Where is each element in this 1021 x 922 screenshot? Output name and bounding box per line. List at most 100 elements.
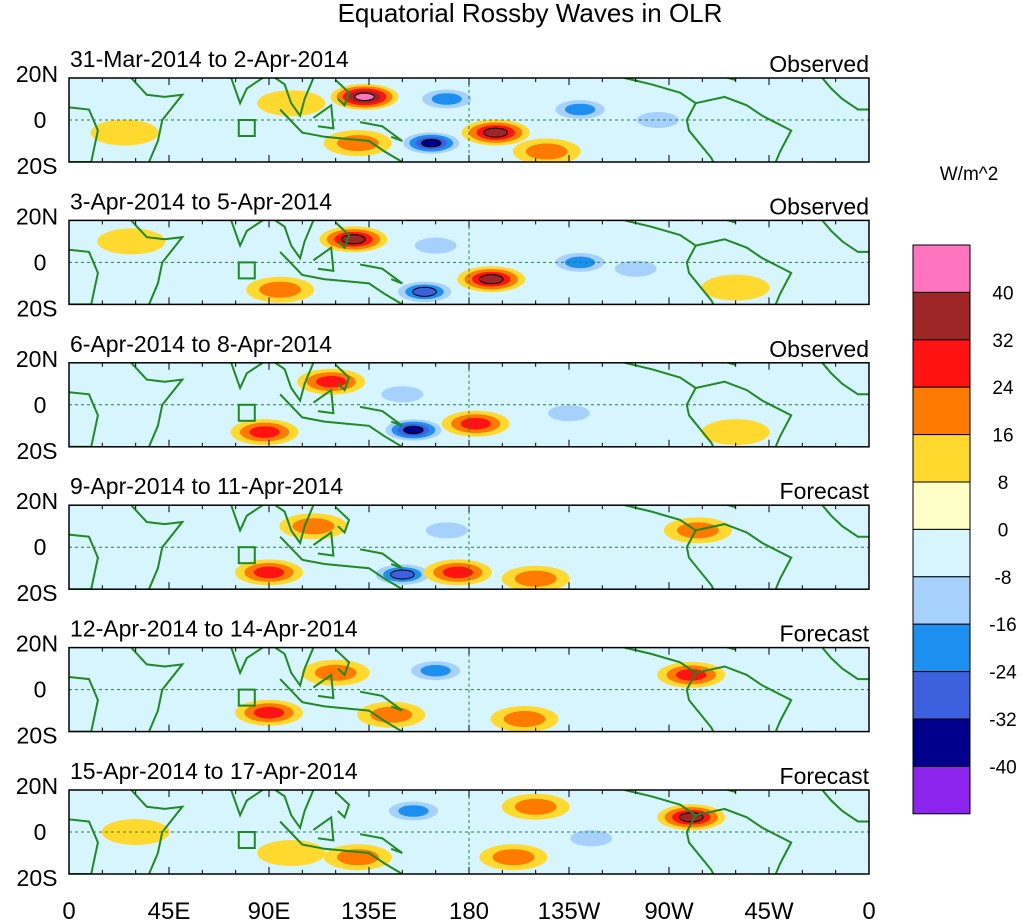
colorbar-swatch bbox=[912, 718, 971, 767]
colorbar-swatch bbox=[912, 671, 971, 720]
panel: 20N 0 20S 9-Apr-2014 to 11-Apr-2014 Forecast bbox=[16, 473, 870, 606]
coastline bbox=[69, 106, 99, 162]
panel-plot-area bbox=[69, 505, 869, 590]
anomaly-contour bbox=[235, 559, 303, 586]
anomaly-level bbox=[168, 521, 237, 548]
anomaly-level bbox=[701, 419, 770, 446]
x-tick-label: 90E bbox=[248, 898, 291, 922]
coastline bbox=[821, 647, 869, 681]
panel-status: Observed bbox=[769, 193, 869, 219]
colorbar-swatch bbox=[912, 481, 971, 530]
anomaly-contour bbox=[479, 844, 548, 871]
panel: 20N 0 20S 6-Apr-2014 to 8-Apr-2014 Observed bbox=[16, 331, 870, 464]
coastline bbox=[624, 647, 715, 732]
y-tick-label: 20N bbox=[16, 203, 58, 229]
anomaly-level bbox=[701, 274, 770, 301]
coastline bbox=[130, 362, 185, 447]
chart-title: Equatorial Rossby Waves in OLR bbox=[338, 0, 723, 28]
colorbar-level-label: -16 bbox=[989, 615, 1016, 636]
x-tick-label: 135E bbox=[341, 898, 397, 922]
colorbar: W/m^2 40 32 24 16 8 0 -8 -16 -24 -32 -40 bbox=[912, 164, 1017, 815]
colorbar-unit-label: W/m^2 bbox=[940, 164, 999, 185]
coastline bbox=[821, 78, 869, 111]
anomaly-contour bbox=[319, 226, 388, 253]
coastline bbox=[821, 790, 869, 823]
anomaly-contour bbox=[323, 844, 392, 871]
coastline bbox=[624, 505, 715, 590]
coastline bbox=[359, 833, 403, 854]
panel-date-range: 12-Apr-2014 to 14-Apr-2014 bbox=[70, 616, 358, 642]
coastline bbox=[195, 790, 315, 831]
colorbar-swatch bbox=[912, 528, 971, 578]
anomaly-level bbox=[257, 840, 326, 866]
anomaly-contour bbox=[246, 276, 315, 303]
colorbar-level-label: -40 bbox=[989, 757, 1016, 778]
y-tick-label: 0 bbox=[34, 107, 47, 133]
coastline bbox=[335, 648, 351, 677]
anomaly-level bbox=[565, 103, 596, 116]
x-tick-label: 0 bbox=[62, 898, 75, 922]
anomaly-contour bbox=[657, 661, 726, 688]
x-tick-label: 0 bbox=[862, 898, 875, 922]
anomaly-contour bbox=[457, 266, 526, 293]
y-tick-label: 20S bbox=[17, 865, 58, 891]
coastline bbox=[279, 820, 403, 874]
coastline bbox=[335, 221, 351, 250]
panel-plot-area bbox=[69, 362, 869, 447]
coastline bbox=[279, 251, 403, 305]
colorbar-level-label: 0 bbox=[998, 520, 1009, 541]
anomaly-contour bbox=[441, 410, 510, 437]
anomaly-level bbox=[614, 260, 657, 277]
coastline bbox=[130, 790, 185, 874]
anomaly-level bbox=[414, 237, 457, 254]
region-box bbox=[237, 831, 256, 849]
panel: 20N 0 20S 3-Apr-2014 to 5-Apr-2014 Observed bbox=[16, 188, 870, 321]
colorbar-swatch bbox=[912, 623, 971, 673]
anomaly-level bbox=[421, 138, 442, 148]
panel-plot-area bbox=[69, 647, 869, 732]
x-tick-label: 90W bbox=[644, 898, 694, 922]
anomaly-contour bbox=[501, 793, 570, 820]
anomaly-level bbox=[478, 274, 504, 285]
panel-date-range: 3-Apr-2014 to 5-Apr-2014 bbox=[70, 188, 332, 214]
anomaly-level bbox=[259, 281, 302, 298]
y-tick-label: 20S bbox=[17, 580, 58, 606]
colorbar-swatch bbox=[912, 434, 971, 483]
y-tick-label: 0 bbox=[34, 677, 47, 703]
panel-status: Observed bbox=[769, 336, 869, 362]
anomaly-level bbox=[398, 805, 429, 817]
anomaly-contour bbox=[535, 400, 603, 427]
anomaly-contour bbox=[123, 687, 192, 714]
colorbar-swatch bbox=[912, 244, 971, 293]
anomaly-contour bbox=[546, 249, 615, 276]
coastline bbox=[821, 505, 869, 538]
anomaly-level bbox=[314, 664, 357, 681]
coastline bbox=[195, 220, 315, 261]
anomaly-contour bbox=[490, 706, 559, 732]
anomaly-contour bbox=[397, 130, 466, 157]
y-tick-label: 0 bbox=[34, 534, 47, 560]
anomaly-contour bbox=[368, 381, 437, 408]
coastline bbox=[359, 690, 403, 712]
anomaly-contour bbox=[235, 699, 303, 726]
panel-status: Forecast bbox=[780, 478, 870, 504]
panel-date-range: 6-Apr-2014 to 8-Apr-2014 bbox=[70, 331, 332, 357]
region-box bbox=[237, 688, 256, 707]
anomaly-contour bbox=[90, 119, 159, 146]
coastline bbox=[195, 647, 315, 688]
coastline bbox=[195, 362, 315, 403]
panel-date-range: 9-Apr-2014 to 11-Apr-2014 bbox=[70, 473, 343, 499]
anomaly-level bbox=[123, 259, 192, 286]
coastline bbox=[195, 78, 315, 119]
y-tick-label: 20S bbox=[17, 153, 58, 179]
anomaly-level bbox=[548, 405, 590, 422]
y-tick-label: 20N bbox=[16, 488, 58, 514]
coastline bbox=[359, 121, 403, 142]
anomaly-level bbox=[97, 228, 166, 255]
anomaly-level bbox=[90, 119, 159, 146]
y-tick-label: 20N bbox=[16, 61, 58, 87]
anomaly-contour bbox=[323, 130, 392, 157]
anomaly-contour bbox=[412, 86, 481, 112]
y-tick-label: 0 bbox=[34, 249, 47, 275]
colorbar-level-label: 32 bbox=[992, 331, 1013, 352]
